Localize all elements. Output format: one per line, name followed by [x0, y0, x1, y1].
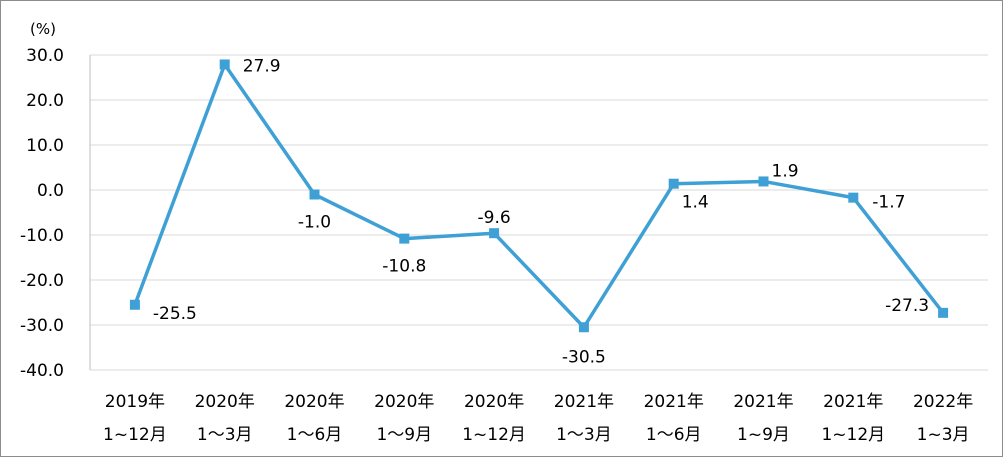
data-point [219, 59, 230, 70]
y-unit-label: (%) [30, 20, 56, 38]
data-label: -25.5 [153, 304, 197, 324]
series-line [133, 62, 945, 329]
data-label: -27.3 [885, 296, 929, 316]
data-point [668, 178, 679, 189]
x-tick-label-period: 1～6月 [287, 425, 343, 445]
data-label: -1.7 [872, 193, 905, 213]
y-tick-label: -10.0 [20, 226, 64, 246]
data-label: -30.5 [562, 347, 606, 367]
data-label: -9.6 [478, 208, 511, 228]
x-tick-label-period: 1~12月 [103, 425, 167, 445]
x-tick-label-year: 2021年 [644, 392, 704, 412]
data-label: 1.4 [682, 193, 709, 213]
y-axis-ticks: 30.0 20.0 10.0 0.0 -10.0 -20.0 -30.0 -40.0 [20, 46, 64, 381]
x-tick-label-period: 1~12月 [821, 425, 885, 445]
y-tick-label: -40.0 [20, 361, 64, 381]
x-tick-label-year: 2020年 [195, 392, 255, 412]
data-label: -10.8 [382, 257, 426, 277]
data-point [129, 299, 140, 310]
y-tick-label: 30.0 [26, 46, 64, 66]
x-tick-label-period: 1~9月 [737, 425, 790, 445]
x-tick-label-year: 2019年 [105, 392, 165, 412]
data-point [489, 228, 500, 239]
data-point [848, 192, 859, 203]
x-tick-label-year: 2020年 [464, 392, 524, 412]
x-tick-label-period: 1～3月 [556, 425, 612, 445]
data-label: 1.9 [772, 161, 799, 181]
y-tick-label: -30.0 [20, 316, 64, 336]
series [129, 59, 949, 333]
x-tick-label-year: 2022年 [913, 392, 973, 412]
data-point [309, 189, 320, 200]
x-tick-label-year: 2020年 [284, 392, 344, 412]
y-tick-label: -20.0 [20, 271, 64, 291]
data-point [758, 176, 769, 187]
data-label: -1.0 [298, 213, 331, 233]
data-label: 27.9 [243, 56, 281, 76]
data-point [578, 322, 589, 333]
y-tick-label: 0.0 [37, 181, 64, 201]
x-tick-label-year: 2021年 [823, 392, 883, 412]
x-tick-label-period: 1~3月 [917, 425, 970, 445]
x-tick-label-period: 1～3月 [197, 425, 253, 445]
x-tick-label-period: 1～6月 [646, 425, 702, 445]
x-tick-label-period: 1～9月 [376, 425, 432, 445]
data-labels: -25.5 27.9 -1.0 -10.8 -9.6 -30.5 1.4 1.9 -1.7 -27… [153, 56, 929, 367]
x-tick-label-year: 2021年 [554, 392, 614, 412]
x-axis-ticks: 2019年 1~12月 2020年 1～3月 2020年 1～6月 2020年 1～9月 202… [103, 392, 973, 445]
y-tick-label: 10.0 [26, 136, 64, 156]
y-tick-label: 20.0 [26, 91, 64, 111]
data-point [399, 233, 410, 244]
x-tick-label-year: 2021年 [733, 392, 793, 412]
data-point [938, 307, 949, 318]
x-tick-label-period: 1~12月 [462, 425, 526, 445]
x-tick-label-year: 2020年 [374, 392, 434, 412]
